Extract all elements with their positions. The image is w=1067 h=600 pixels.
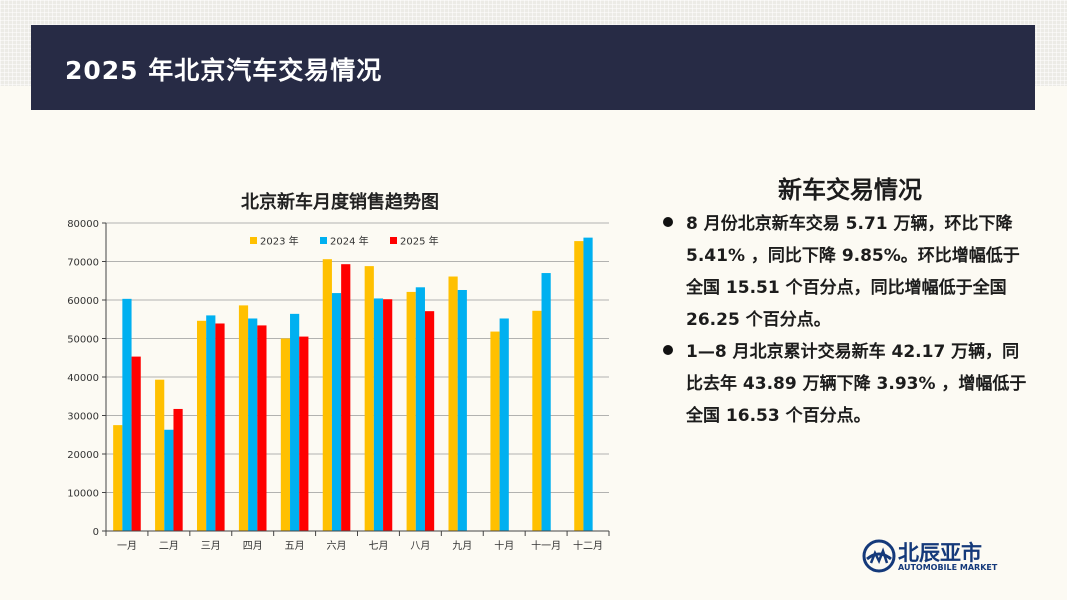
legend-swatch bbox=[320, 237, 327, 244]
y-tick-label: 20000 bbox=[67, 450, 99, 461]
x-axis-ticks: 一月 二月 三月 四月 五月 六月 七月 八月 九月 十月 十一月 十二月 bbox=[105, 531, 610, 552]
y-axis-ticks: 0 10000 20000 30000 40000 50000 60000 70000 8000… bbox=[67, 219, 106, 538]
bar bbox=[131, 356, 141, 531]
legend-swatch bbox=[390, 237, 397, 244]
bar bbox=[290, 313, 300, 531]
bar bbox=[373, 298, 384, 531]
x-tick-label: 七月 bbox=[368, 540, 388, 552]
logo-cn-text: 北辰亚市 bbox=[898, 541, 982, 565]
bar bbox=[364, 266, 374, 531]
bullet-text: 1—8 月北京累计交易新车 42.17 万辆，同比去年 43.89 万辆下降 3… bbox=[686, 342, 1027, 426]
y-tick-label: 30000 bbox=[67, 412, 99, 423]
bar bbox=[299, 336, 309, 531]
x-tick-label: 二月 bbox=[159, 540, 179, 552]
bullet-list: 8 月份北京新车交易 5.71 万辆，环比下降 5.41% ，同比下降 9.85… bbox=[660, 208, 1032, 432]
y-tick-label: 60000 bbox=[67, 296, 99, 307]
x-tick-label: 四月 bbox=[243, 540, 263, 552]
y-tick-label: 40000 bbox=[67, 373, 99, 384]
bar bbox=[457, 289, 467, 531]
bar bbox=[499, 318, 509, 531]
x-tick-label: 十一月 bbox=[531, 539, 561, 552]
bar bbox=[341, 264, 351, 531]
car-globe-logo-icon bbox=[862, 539, 896, 573]
y-tick-label: 10000 bbox=[67, 489, 99, 500]
y-tick-label: 0 bbox=[93, 527, 99, 538]
bar bbox=[206, 315, 216, 531]
legend-label: 2024 年 bbox=[330, 235, 369, 248]
bar bbox=[280, 338, 291, 531]
x-tick-label: 八月 bbox=[410, 540, 430, 552]
y-tick-label: 50000 bbox=[67, 335, 99, 346]
y-tick-label: 70000 bbox=[67, 258, 99, 269]
bar bbox=[415, 287, 425, 531]
x-tick-label: 六月 bbox=[327, 540, 347, 552]
page-title: 2025 年北京汽车交易情况 bbox=[65, 56, 383, 85]
bar bbox=[173, 408, 183, 531]
panel-title: 新车交易情况 bbox=[778, 176, 922, 204]
bar bbox=[490, 331, 500, 531]
chart-title: 北京新车月度销售趋势图 bbox=[241, 191, 439, 213]
bar bbox=[532, 310, 542, 531]
bar bbox=[155, 379, 165, 531]
bullet-dot-icon bbox=[663, 217, 673, 227]
sales-bar-chart: 北京新车月度销售趋势图 0 10000 20000 30000 40000 50000 60… bbox=[67, 191, 610, 552]
brand-logo: 北辰亚市 AUTOMOBILE MARKET bbox=[862, 537, 1012, 577]
bullet-item: 8 月份北京新车交易 5.71 万辆，环比下降 5.41% ，同比下降 9.85… bbox=[660, 208, 1032, 336]
x-tick-label: 十月 bbox=[494, 539, 514, 552]
chart-gridlines bbox=[106, 222, 609, 493]
bar bbox=[383, 299, 393, 531]
bullet-text: 8 月份北京新车交易 5.71 万辆，环比下降 5.41% ，同比下降 9.85… bbox=[686, 214, 1020, 330]
bar bbox=[322, 259, 332, 531]
chart-legend: 2023 年 2024 年 2025 年 bbox=[250, 235, 439, 248]
bar bbox=[238, 305, 249, 531]
bullet-dot-icon bbox=[663, 345, 673, 355]
x-tick-label: 九月 bbox=[452, 540, 472, 552]
bullet-item: 1—8 月北京累计交易新车 42.17 万辆，同比去年 43.89 万辆下降 3… bbox=[660, 336, 1032, 432]
bar bbox=[574, 241, 584, 531]
bar bbox=[122, 298, 132, 531]
x-tick-label: 三月 bbox=[201, 540, 221, 552]
bar bbox=[248, 318, 258, 531]
x-tick-label: 十二月 bbox=[573, 539, 603, 552]
bar bbox=[424, 311, 435, 531]
bar bbox=[215, 323, 225, 531]
bar bbox=[583, 237, 593, 531]
legend-swatch bbox=[250, 237, 257, 244]
logo-en-text: AUTOMOBILE MARKET bbox=[898, 563, 998, 572]
header-bar: 2025 年北京汽车交易情况 bbox=[31, 25, 1035, 110]
bar bbox=[406, 291, 416, 531]
bar bbox=[113, 425, 123, 531]
bar bbox=[541, 273, 551, 531]
bar bbox=[448, 276, 458, 531]
x-tick-label: 一月 bbox=[117, 540, 137, 552]
bar bbox=[257, 325, 267, 531]
y-tick-label: 80000 bbox=[67, 219, 99, 230]
bar bbox=[164, 429, 174, 531]
legend-label: 2023 年 bbox=[260, 235, 299, 248]
legend-label: 2025 年 bbox=[400, 235, 439, 248]
chart-bars bbox=[113, 237, 593, 531]
x-tick-label: 五月 bbox=[285, 540, 305, 552]
bar bbox=[196, 320, 207, 531]
chart-axes bbox=[105, 223, 609, 532]
bar bbox=[331, 293, 342, 531]
